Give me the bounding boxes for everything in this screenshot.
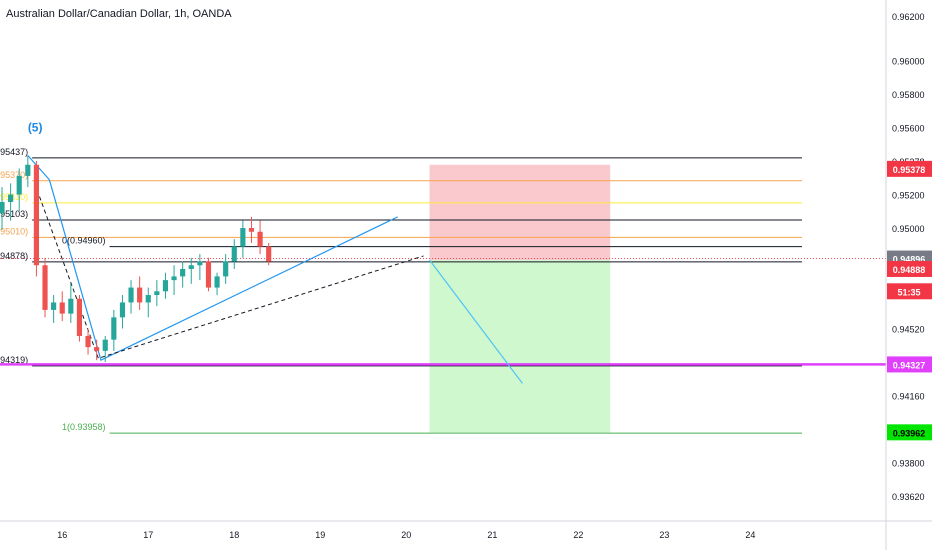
y-tick-label: 0.93800: [892, 458, 925, 468]
fib-level-label: 0(0.94319): [0, 355, 28, 365]
price-badge-label: 51:35: [897, 287, 920, 297]
candle-body[interactable]: [25, 164, 31, 176]
x-tick-label: 18: [229, 530, 239, 540]
fib-level-label: 1(0.95437): [0, 147, 28, 157]
y-tick-label: 0.94160: [892, 391, 925, 401]
price-badge-label: 0.94327: [893, 360, 926, 370]
candle-body[interactable]: [248, 228, 255, 232]
projection-line[interactable]: [429, 259, 523, 384]
y-tick-label: 0.96200: [892, 12, 925, 22]
wave-dashed-line[interactable]: [34, 183, 424, 359]
candle-body[interactable]: [145, 295, 151, 303]
candle-body[interactable]: [94, 347, 100, 351]
fib-level-label: 0.786(0.95310): [0, 192, 28, 202]
price-badge: [887, 260, 932, 277]
candle-body[interactable]: [51, 302, 57, 310]
plot-area[interactable]: 1(0.95437) 0.886(0.95370) 0.786(0.95310) 0.…: [0, 120, 886, 434]
candle-body[interactable]: [8, 194, 14, 202]
fib-level-label: 1(0.93958): [62, 422, 106, 432]
price-badge: [887, 283, 932, 300]
candle-body[interactable]: [205, 261, 212, 288]
candle-body[interactable]: [59, 302, 65, 314]
price-badge-label: 0.94888: [893, 265, 926, 275]
candle-body[interactable]: [257, 231, 263, 247]
candle-body[interactable]: [42, 265, 48, 310]
candle-body[interactable]: [214, 276, 220, 288]
y-tick-label: 0.94520: [892, 325, 925, 335]
candle-body[interactable]: [240, 228, 246, 247]
candle-body[interactable]: [162, 280, 169, 292]
candle-body[interactable]: [102, 339, 108, 351]
candle-body[interactable]: [180, 268, 186, 277]
x-tick-label: 17: [143, 530, 153, 540]
price-badge-label: 0.93962: [893, 428, 926, 438]
candle-body[interactable]: [266, 246, 272, 262]
y-tick-label: 0.96000: [892, 57, 925, 67]
x-tick-label: 24: [745, 530, 755, 540]
candle-body[interactable]: [154, 291, 160, 296]
candle-body[interactable]: [188, 265, 194, 269]
x-tick-label: 20: [401, 530, 411, 540]
candle-body[interactable]: [0, 201, 5, 214]
fib-level-label: 0(0.94960): [62, 236, 106, 246]
candle-body[interactable]: [16, 175, 22, 195]
fib-level-label: 0.5(0.94878): [0, 251, 28, 261]
y-tick-label: 0.95600: [892, 124, 925, 134]
candle-body[interactable]: [119, 302, 126, 318]
candle-body[interactable]: [33, 164, 40, 266]
x-tick-label: 16: [57, 530, 67, 540]
candle-body[interactable]: [111, 317, 117, 340]
candle-body[interactable]: [231, 246, 237, 262]
fib-level-label: 0.71(0.95103): [0, 209, 28, 219]
y-tick-label: 0.95000: [892, 224, 925, 234]
x-tick-label: 19: [315, 530, 325, 540]
candle-body[interactable]: [223, 261, 229, 277]
candle-body[interactable]: [128, 287, 134, 303]
fib-level-label: 0.886(0.95370): [0, 170, 28, 180]
price-badge: [887, 160, 932, 177]
candle-body[interactable]: [171, 276, 177, 281]
y-tick-label: 0.95800: [892, 90, 925, 100]
candle-body[interactable]: [76, 298, 83, 336]
chart-title: Australian Dollar/Canadian Dollar, 1h, O…: [6, 8, 232, 20]
y-tick-label: 0.93620: [892, 492, 925, 502]
fib-level-label: 0.618(0.95010): [0, 226, 28, 236]
price-badge-label: 0.94896: [893, 255, 926, 265]
x-tick-label: 21: [487, 530, 497, 540]
price-badge: [887, 424, 932, 441]
x-tick-label: 22: [573, 530, 583, 540]
x-tick-label: 23: [659, 530, 669, 540]
price-badge-label: 0.95378: [893, 165, 926, 175]
take-profit-zone[interactable]: [429, 260, 611, 433]
price-badge: [887, 356, 932, 373]
candle-body[interactable]: [197, 261, 203, 266]
candle-body[interactable]: [85, 335, 91, 348]
candle-body[interactable]: [137, 287, 143, 303]
stop-loss-zone[interactable]: [429, 164, 611, 261]
wave-line[interactable]: [27, 155, 398, 361]
y-tick-label: 0.95200: [892, 191, 925, 201]
candle-body[interactable]: [68, 298, 74, 314]
wave-label: (5): [28, 120, 43, 134]
